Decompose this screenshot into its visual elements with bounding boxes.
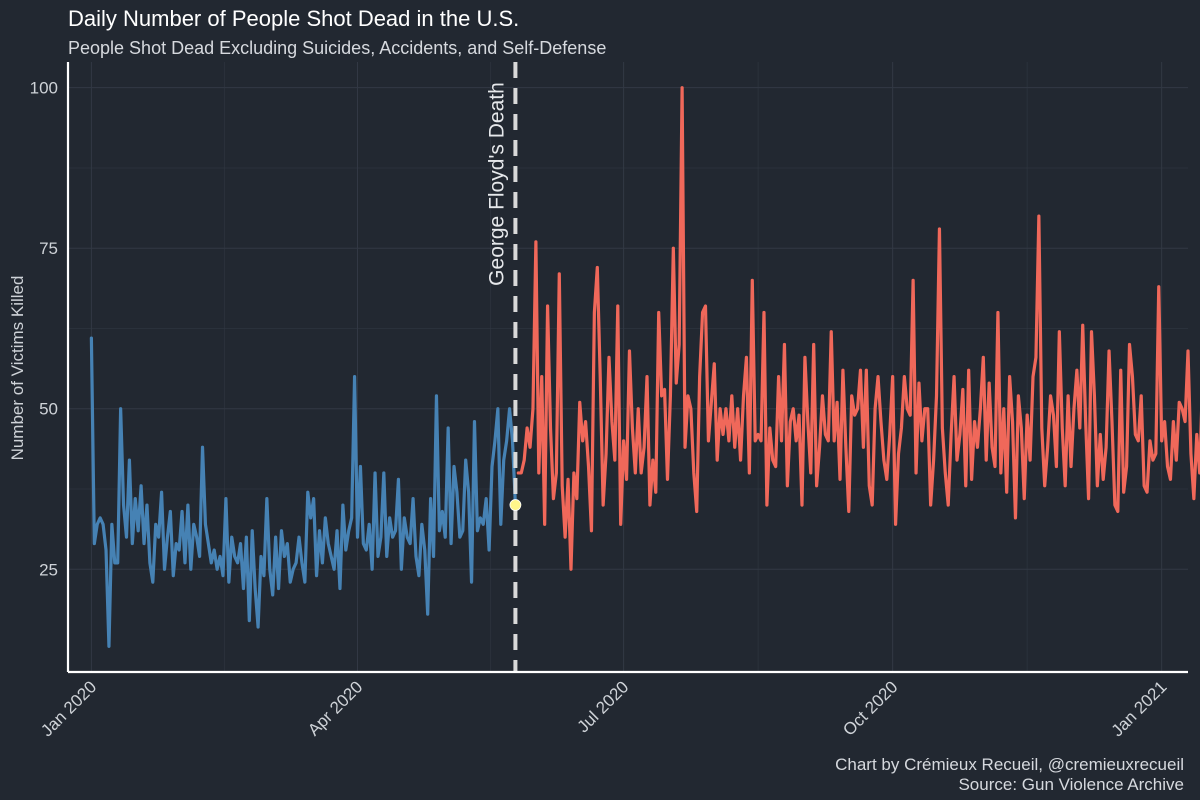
series-line-before — [89, 336, 518, 648]
y-axis-label: Number of Victims Killed — [8, 276, 27, 461]
x-tick-label: Oct 2020 — [839, 677, 901, 739]
y-tick-label: 50 — [39, 400, 58, 419]
caption-source: Source: Gun Violence Archive — [958, 775, 1184, 794]
event-label: George Floyd's Death — [485, 82, 508, 286]
x-tick-label: Jul 2020 — [574, 677, 633, 736]
x-tick-label: Jan 2021 — [1108, 677, 1171, 740]
y-tick-label: 100 — [30, 79, 58, 98]
event-layer: George Floyd's Death — [485, 62, 522, 672]
y-tick-label: 75 — [39, 239, 58, 258]
caption-credit: Chart by Crémieux Recueil, @cremieuxrecu… — [835, 755, 1184, 774]
caption: Chart by Crémieux Recueil, @cremieuxrecu… — [835, 755, 1184, 794]
x-tick-label: Jan 2020 — [37, 677, 100, 740]
y-tick-label: 25 — [39, 560, 58, 579]
chart-title: Daily Number of People Shot Dead in the … — [68, 6, 519, 31]
x-tick-label: Apr 2020 — [304, 677, 366, 739]
series-layer — [89, 86, 1200, 648]
event-point — [509, 499, 522, 511]
series-line-after — [516, 86, 1200, 571]
axes — [66, 62, 1188, 674]
chart-subtitle: People Shot Dead Excluding Suicides, Acc… — [68, 38, 606, 58]
